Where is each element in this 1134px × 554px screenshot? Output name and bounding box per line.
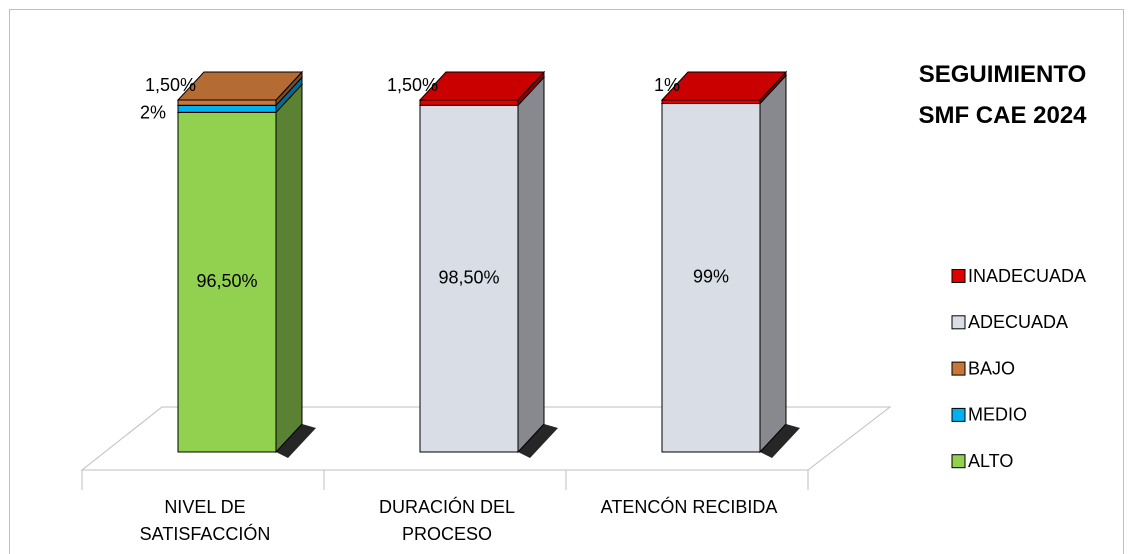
x-tick-label: NIVEL DE SATISFACCIÓN	[139, 497, 271, 544]
data-label: 1,50%	[387, 75, 438, 95]
bar	[661, 99, 761, 105]
data-label: 98,50%	[438, 267, 499, 287]
bar-side	[759, 74, 787, 454]
legend-label: ADECUADA	[968, 312, 1068, 332]
legend-label: ALTO	[968, 451, 1013, 471]
chart-frame	[9, 9, 1124, 554]
legend-swatch	[951, 407, 966, 422]
bar	[177, 99, 277, 106]
bar-side	[275, 83, 303, 454]
bar-shadow	[760, 424, 800, 458]
bar-shadow	[518, 424, 558, 458]
legend-swatch	[951, 315, 966, 330]
legend-swatch	[951, 269, 966, 283]
data-label: 1,50%	[145, 75, 196, 95]
data-label: 96,50%	[196, 271, 257, 291]
bar-shadow	[276, 424, 316, 458]
data-label: 2%	[140, 103, 166, 123]
bar-side	[517, 76, 545, 454]
legend-label: MEDIO	[968, 405, 1027, 425]
bar-top	[660, 71, 788, 101]
bar-top	[176, 71, 304, 101]
bar	[419, 104, 519, 453]
bar-top	[418, 71, 546, 101]
x-tick-label: ATENCÓN RECIBIDA	[600, 497, 778, 517]
x-tick-label: DURACIÓN DEL PROCESO	[378, 497, 516, 544]
bar	[177, 104, 277, 113]
legend-swatch	[951, 454, 966, 469]
legend-swatch	[951, 361, 966, 376]
chart-title: SEGUIMIENTO SMF CAE 2024	[918, 61, 1087, 129]
legend-label: BAJO	[968, 358, 1015, 378]
data-label: 1%	[654, 75, 680, 95]
bar	[419, 99, 519, 106]
data-label: 99%	[693, 267, 729, 287]
legend-label: INADECUADA	[968, 266, 1086, 286]
bar	[661, 103, 761, 453]
